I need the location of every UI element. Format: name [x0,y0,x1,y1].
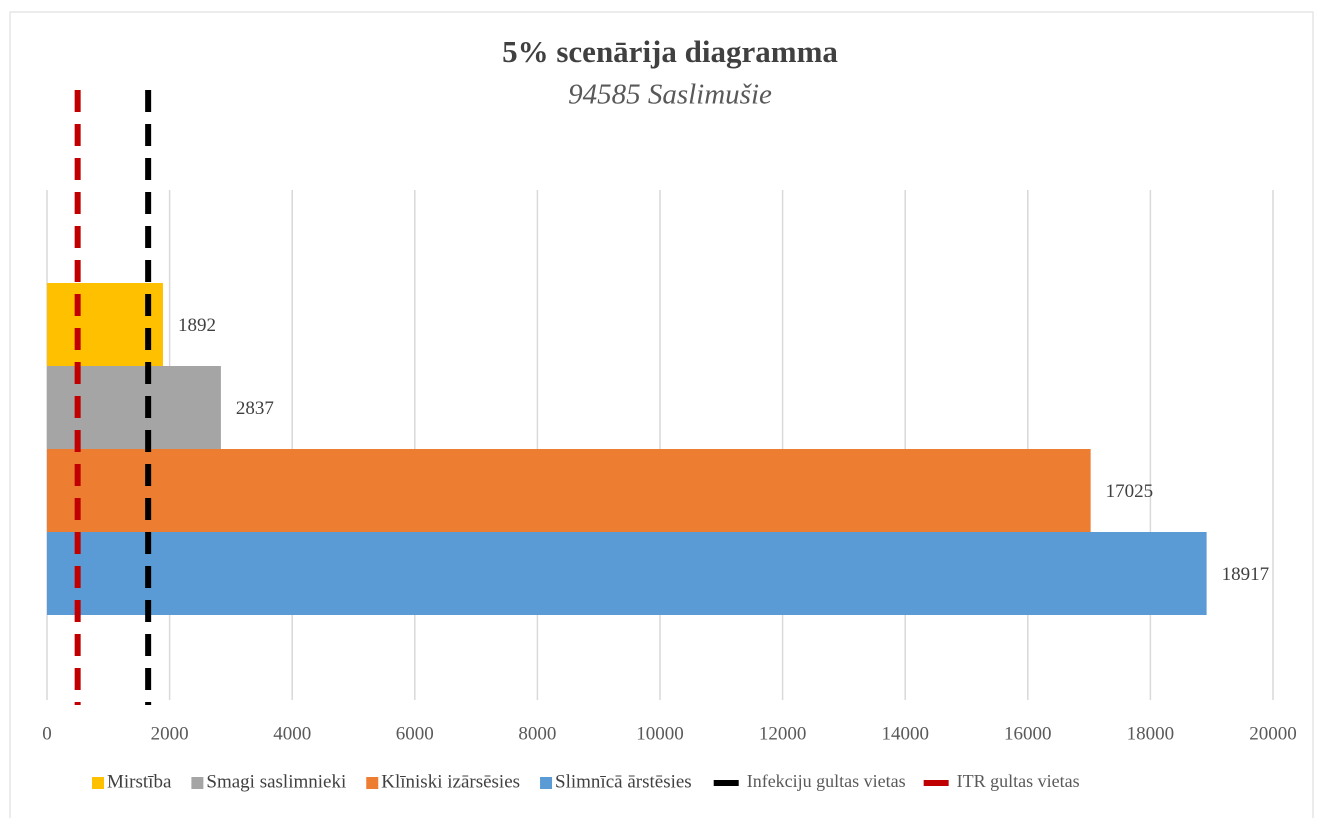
x-tick-label: 2000 [151,723,189,744]
x-tick-label: 0 [42,723,52,744]
data-label: 18917 [1222,564,1270,585]
bar [47,532,1207,615]
legend-label: Infekciju gultas vietas [747,771,906,791]
legend-label: Mirstība [107,771,172,792]
chart-border [9,11,1314,818]
data-label: 2837 [236,398,274,419]
x-tick-label: 14000 [881,723,929,744]
bar [47,449,1091,532]
x-tick-label: 10000 [636,723,684,744]
bar [47,283,163,366]
x-tick-label: 6000 [396,723,434,744]
legend-label: Smagi saslimnieki [206,771,346,792]
x-tick-label: 18000 [1127,723,1175,744]
x-tick-label: 20000 [1249,723,1297,744]
chart-subtitle: 94585 Saslimušie [568,79,772,111]
data-label: 1892 [178,315,216,336]
legend-swatch [191,777,204,789]
bar [47,366,221,449]
legend-label: Klīniski izārsēsies [381,771,520,792]
chart-title: 5% scenārija diagramma [502,34,838,69]
legend-swatch [92,777,104,789]
legend-label: ITR gultas vietas [957,771,1080,791]
data-label: 17025 [1106,481,1154,502]
x-tick-label: 16000 [1004,723,1052,744]
legend-label: Slimnīcā ārstēsies [555,771,692,792]
x-tick-label: 8000 [518,723,556,744]
x-tick-label: 4000 [273,723,311,744]
legend-swatch [366,777,379,789]
x-tick-label: 12000 [759,723,807,744]
legend-swatch [540,777,553,789]
